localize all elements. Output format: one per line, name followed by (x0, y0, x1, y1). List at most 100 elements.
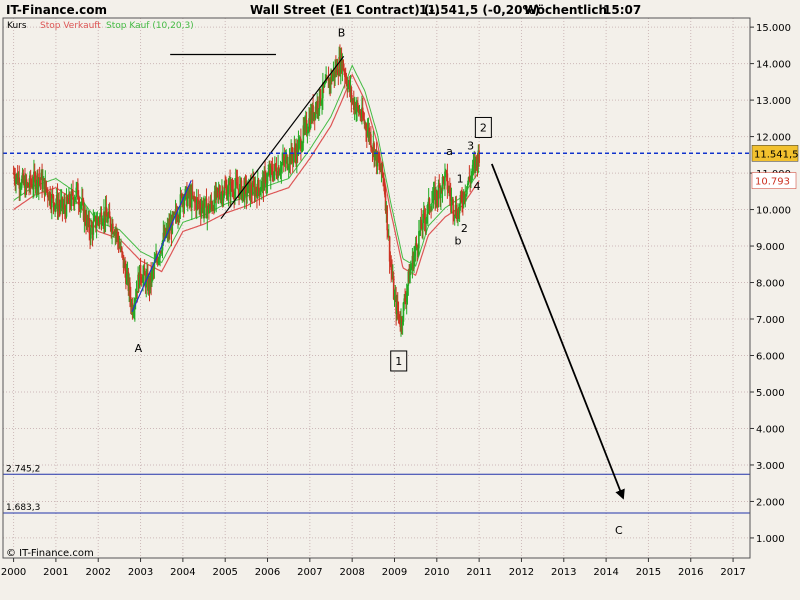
candle-body (73, 199, 76, 205)
candle-body (291, 147, 293, 157)
legend-kurs: Kurs (7, 21, 27, 31)
candle-body (429, 209, 432, 211)
candle-body (51, 193, 53, 208)
candle-body (112, 233, 115, 235)
candle-body (449, 195, 452, 202)
candle-body (140, 277, 143, 281)
candle-body (29, 175, 32, 184)
candle-body (388, 236, 391, 262)
candle-body (433, 188, 436, 191)
candle-body (440, 188, 443, 192)
candle-body (182, 197, 184, 205)
candle-body (335, 64, 338, 73)
candle-body (430, 209, 432, 211)
candle-body (280, 164, 283, 172)
candle-body (345, 77, 348, 84)
candle-body (332, 70, 335, 76)
candle-body (185, 187, 187, 189)
candle-body (21, 173, 24, 179)
candle-body (350, 87, 353, 100)
candle-body (153, 262, 156, 270)
candle-body (344, 76, 347, 78)
candle-body (390, 262, 393, 270)
last-price-badge (751, 145, 799, 162)
candle-body (462, 203, 464, 205)
x-tick-label: 2005 (212, 567, 237, 578)
candle-body (366, 130, 368, 136)
candle-body (205, 198, 208, 219)
candle-body (451, 199, 454, 201)
candle-body (136, 291, 139, 293)
candle-body (353, 103, 356, 110)
candle-body (375, 149, 378, 167)
candle-body (374, 149, 377, 152)
candle-body (341, 59, 344, 70)
candle-body (246, 192, 248, 197)
candle-body (199, 202, 201, 209)
candle-body (59, 200, 62, 208)
candle-body (329, 79, 331, 85)
candle-body (30, 183, 33, 185)
candle-body (72, 191, 74, 199)
candle-body (69, 204, 72, 207)
candle-body (130, 303, 133, 307)
candle-body (84, 209, 87, 222)
candle-body (363, 119, 366, 124)
wave-label: b (454, 235, 461, 248)
candle-body (149, 272, 152, 290)
candle-body (348, 81, 351, 93)
x-tick-label: 2017 (720, 567, 745, 578)
candle-body (379, 168, 382, 172)
candle-body (151, 269, 154, 271)
candle-body (283, 159, 286, 163)
candle-body (392, 276, 395, 300)
candle-body (204, 198, 206, 208)
candle-body (141, 280, 143, 283)
candle-body (334, 67, 336, 78)
candle-body (373, 143, 375, 160)
wave-label: 3 (467, 140, 474, 153)
candle-body (20, 178, 23, 188)
candle-body (17, 177, 20, 184)
candle-body (52, 195, 55, 203)
y-tick-label: 5.000 (756, 388, 785, 399)
x-tick-label: 2006 (255, 567, 280, 578)
wave-label: 1 (457, 173, 464, 186)
candle-body (269, 170, 271, 178)
candle-body (263, 172, 266, 191)
candle-body (227, 184, 230, 195)
candle-body (288, 154, 291, 167)
candle-body (58, 204, 60, 206)
candle-body (385, 205, 388, 211)
candle-body (77, 183, 79, 200)
candle-body (112, 223, 114, 234)
candle-body (270, 166, 273, 168)
wave-label: 2 (480, 121, 487, 134)
candle-body (387, 236, 390, 238)
candle-body (261, 180, 263, 190)
candle-body (202, 203, 205, 214)
candle-body (148, 279, 151, 290)
candle-body (166, 226, 169, 232)
candle-body (328, 79, 331, 88)
candle-body (42, 180, 44, 189)
candle-body (50, 203, 52, 208)
candle-body (90, 224, 92, 239)
candle-body (326, 78, 329, 80)
candle-body (356, 102, 358, 109)
candle-body (96, 218, 99, 225)
candle-body (271, 167, 274, 176)
candle-body (312, 105, 314, 119)
candle-body (443, 177, 445, 186)
candle-body (371, 148, 374, 151)
candle-body (70, 191, 73, 207)
candle-body (190, 193, 192, 208)
candle-body (421, 228, 423, 230)
candle-body (437, 184, 440, 200)
candle-body (413, 256, 415, 269)
candle-body (471, 164, 474, 173)
candle-body (342, 59, 345, 70)
candle-body (194, 199, 196, 201)
